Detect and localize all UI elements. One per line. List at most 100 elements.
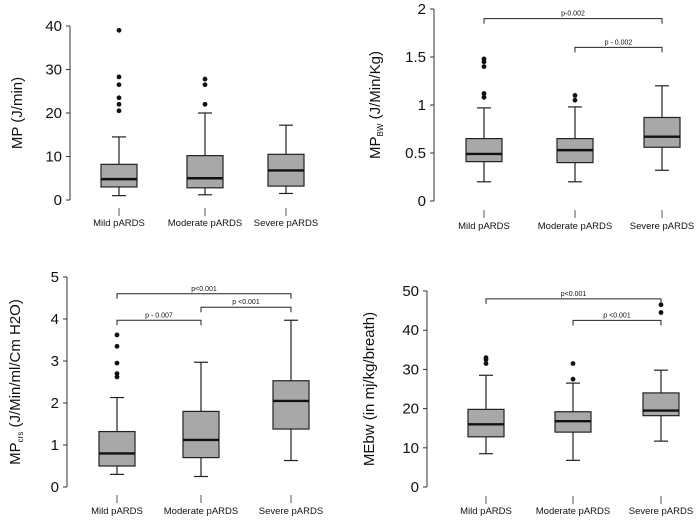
p-value-label: p<0.001 <box>191 286 217 293</box>
y-tick-label: 1 <box>51 437 59 454</box>
outlier-point <box>202 76 208 82</box>
y-tick-label: 0 <box>411 479 419 496</box>
box-1 <box>467 355 505 455</box>
outlier-point <box>116 95 122 101</box>
significance-bracket: p - 0.007 <box>116 312 202 326</box>
chart-panel-1: 0 10 20 30 40 MP (J/min) Mild pARDS Moderate pA… <box>9 18 318 229</box>
category-label: Mild pARDS <box>91 506 143 517</box>
box-iqr <box>182 410 220 459</box>
box-iqr <box>272 380 310 430</box>
bracket-line <box>116 319 202 326</box>
outlier-point <box>114 343 120 349</box>
box-iqr <box>642 392 680 417</box>
outlier-point <box>114 332 120 338</box>
box-iqr <box>98 430 136 467</box>
significance-bracket: p <0.001 <box>572 312 662 326</box>
p-value-label: p - 0.007 <box>145 312 173 319</box>
outlier-point <box>481 94 487 100</box>
category-label: Moderate pARDS <box>168 218 242 229</box>
y-tick-label: 20 <box>45 105 62 122</box>
box-2 <box>556 93 594 183</box>
outlier-point <box>481 59 487 65</box>
bracket-line <box>572 319 662 326</box>
y-tick-label: 3 <box>51 353 59 370</box>
category-label: Severe pARDS <box>630 221 694 232</box>
box-1 <box>465 56 503 183</box>
category-label: Severe pARDS <box>629 506 693 517</box>
y-tick-label: 1.5 <box>405 49 426 66</box>
category-label: Mild pARDS <box>460 506 512 517</box>
y-tick-label: 1 <box>418 97 426 114</box>
p-value-label: p<0.001 <box>561 291 587 298</box>
p-value-label: p <0.001 <box>603 312 631 319</box>
y-tick-label: 2 <box>418 1 426 18</box>
y-tick-label: 0 <box>51 479 59 496</box>
y-tick-label: 40 <box>402 322 419 339</box>
outlier-point <box>116 108 122 114</box>
y-tick-label: 2 <box>51 395 59 412</box>
bracket-line <box>485 298 662 304</box>
chart-panel-4: 0 10 20 30 40 50 MEbw (in mj/kg/breath) Mild pA… <box>361 283 693 517</box>
box-iqr <box>100 163 138 188</box>
y-tick-label: 0.5 <box>405 145 426 162</box>
y-tick-label: 20 <box>402 401 419 418</box>
p-value-label: p <0.001 <box>232 299 260 306</box>
outlier-point <box>114 360 120 366</box>
outlier-point <box>570 376 576 382</box>
y-axis-title: MEbw (in mj/kg/breath) <box>361 312 378 466</box>
box-iqr <box>186 155 224 189</box>
outlier-point <box>202 101 208 107</box>
outlier-point <box>481 64 487 69</box>
y-tick-label: 5 <box>51 269 59 286</box>
category-label: Mild pARDS <box>458 221 510 232</box>
category-label: Severe pARDS <box>259 506 323 517</box>
outlier-point <box>658 302 664 308</box>
box-3 <box>643 85 681 171</box>
significance-bracket: p<0.001 <box>116 286 292 299</box>
bracket-line <box>116 293 292 299</box>
significance-bracket: p-0.002 <box>483 11 663 24</box>
chart-panel-3: 0 1 2 3 4 5 MPcrs (J/Min/ml/Cm H2O) Mild pARDS M… <box>7 269 323 517</box>
outlier-point <box>481 91 487 96</box>
bracket-line <box>200 306 292 313</box>
significance-bracket: p <0.001 <box>200 299 292 313</box>
box-3 <box>267 124 305 195</box>
outlier-point <box>570 361 576 366</box>
outlier-point <box>202 82 208 88</box>
p-value-label: p - 0.002 <box>605 39 633 46</box>
chart-panel-2: 0 0.5 1 1.5 2 MPBW (J/Min/Kg) Mild pARDS Modera… <box>367 1 694 232</box>
outlier-point <box>572 93 578 98</box>
outlier-point <box>114 371 120 376</box>
box-3 <box>272 319 310 462</box>
y-tick-label: 0 <box>54 192 62 209</box>
y-tick-label: 30 <box>45 62 62 79</box>
box-2 <box>554 361 592 461</box>
category-label: Moderate pARDS <box>538 221 612 232</box>
significance-bracket: p - 0.002 <box>574 39 663 53</box>
outlier-point <box>114 374 120 380</box>
outlier-point <box>483 357 489 362</box>
y-tick-label: 50 <box>402 283 419 300</box>
y-tick-label: 0 <box>418 193 426 210</box>
outlier-point <box>658 310 664 315</box>
box-2 <box>182 361 220 478</box>
box-iqr <box>643 116 681 148</box>
outlier-point <box>116 74 122 80</box>
box-1 <box>98 332 136 475</box>
p-value-label: p-0.002 <box>561 11 585 18</box>
outlier-point <box>116 82 122 88</box>
category-label: Severe pARDS <box>254 218 318 229</box>
significance-bracket: p<0.001 <box>485 291 662 304</box>
y-tick-label: 4 <box>51 311 59 328</box>
y-tick-label: 10 <box>45 149 62 166</box>
bracket-line <box>483 18 663 24</box>
y-tick-label: 40 <box>45 18 62 35</box>
box-3 <box>642 302 680 442</box>
bracket-line <box>574 46 663 53</box>
box-1 <box>100 27 138 197</box>
y-tick-label: 30 <box>402 361 419 378</box>
category-label: Mild pARDS <box>93 218 145 229</box>
y-axis-title: MPcrs (J/Min/ml/Cm H2O) <box>7 299 25 465</box>
outlier-point <box>116 101 122 107</box>
